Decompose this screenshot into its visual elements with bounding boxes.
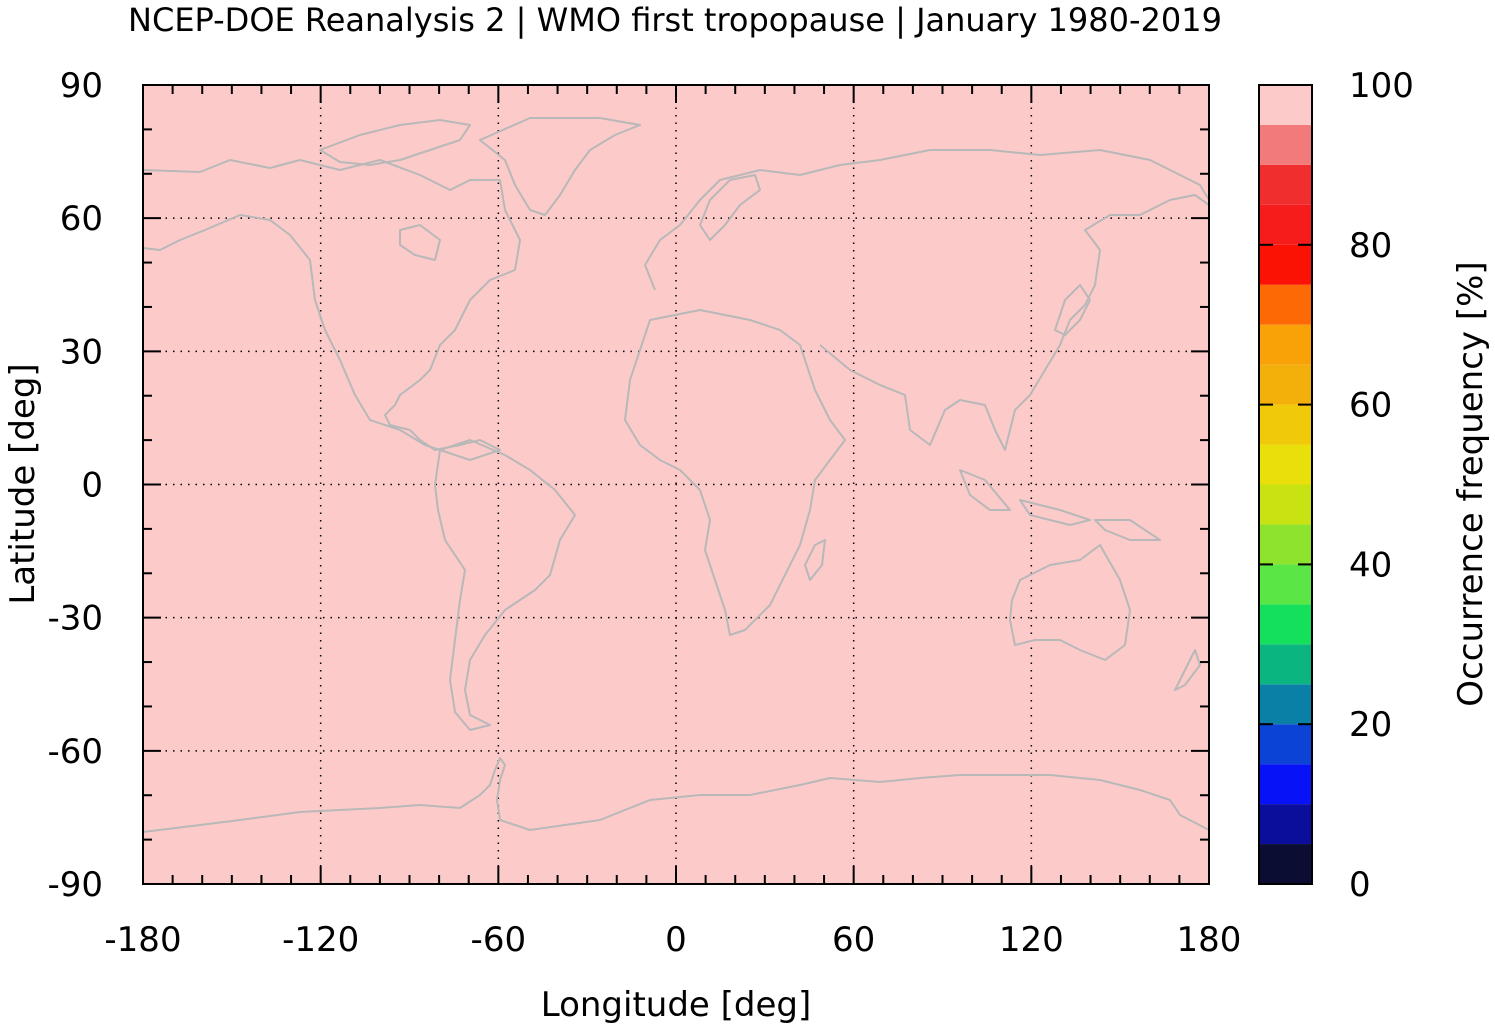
- colorbar-segment: [1259, 364, 1312, 405]
- colorbar-segment: [1259, 764, 1312, 805]
- y-tick-label: 30: [60, 332, 103, 372]
- colorbar-segment: [1259, 684, 1312, 725]
- x-tick-label: 120: [999, 920, 1064, 960]
- coastlines: [142, 117, 1210, 833]
- x-tick-label: 60: [832, 920, 875, 960]
- x-tick-label: -60: [471, 920, 527, 960]
- x-axis-title: Longitude [deg]: [541, 985, 812, 1025]
- colorbar-segment: [1259, 524, 1312, 565]
- y-tick-label: -30: [47, 599, 103, 639]
- y-tick-label: 90: [60, 66, 103, 106]
- grid-lines: [143, 85, 1209, 884]
- colorbar-segment: [1259, 444, 1312, 485]
- y-tick-labels: 90 60 30 0 -30 -60 -90: [47, 66, 103, 905]
- colorbar-frame: [1258, 84, 1313, 885]
- colorbar-tick-label: 60: [1349, 386, 1392, 426]
- colorbar-tick-labels: 0 20 40 60 80 100: [1349, 66, 1414, 905]
- colorbar-segment: [1259, 484, 1312, 525]
- x-tick-label: 0: [665, 920, 687, 960]
- colorbar-segment: [1259, 604, 1312, 645]
- colorbar-tick-label: 100: [1349, 66, 1414, 106]
- colorbar-segment: [1259, 85, 1312, 125]
- colorbar-segment: [1259, 404, 1312, 445]
- colorbar-title: Occurrence frequency [%]: [1451, 261, 1491, 706]
- colorbar-segment: [1259, 324, 1312, 365]
- colorbar-tick-label: 20: [1349, 705, 1392, 745]
- colorbar-segment: [1259, 804, 1312, 845]
- colorbar-segment: [1259, 724, 1312, 765]
- colorbar: 0 20 40 60 80 100 Occurrence frequency [%]: [1258, 66, 1491, 905]
- x-tick-label: -180: [104, 920, 181, 960]
- colorbar-segment: [1259, 844, 1312, 884]
- colorbar-segment: [1259, 204, 1312, 245]
- colorbar-segment: [1259, 124, 1312, 165]
- colorbar-segments: [1259, 85, 1312, 884]
- colorbar-segment: [1259, 284, 1312, 325]
- y-axis-title: Latitude [deg]: [3, 363, 43, 604]
- plot-area: [142, 84, 1210, 885]
- colorbar-segment: [1259, 564, 1312, 605]
- y-tick-label: 0: [81, 466, 103, 506]
- x-tick-label: 180: [1177, 920, 1242, 960]
- colorbar-tick-label: 40: [1349, 545, 1392, 585]
- colorbar-tick-label: 0: [1349, 865, 1371, 905]
- y-tick-label: 60: [60, 199, 103, 239]
- colorbar-tick-label: 80: [1349, 226, 1392, 266]
- colorbar-segment: [1259, 244, 1312, 285]
- plot-frame: [142, 84, 1210, 885]
- y-tick-label: -60: [47, 732, 103, 772]
- chart-title: NCEP-DOE Reanalysis 2 | WMO first tropop…: [128, 1, 1222, 39]
- x-tick-labels: -180 -120 -60 0 60 120 180: [104, 920, 1241, 960]
- y-tick-label: -90: [47, 865, 103, 905]
- x-tick-label: -120: [282, 920, 359, 960]
- colorbar-segment: [1259, 644, 1312, 685]
- colorbar-segment: [1259, 164, 1312, 205]
- colorbar-ticks: [1259, 84, 1312, 885]
